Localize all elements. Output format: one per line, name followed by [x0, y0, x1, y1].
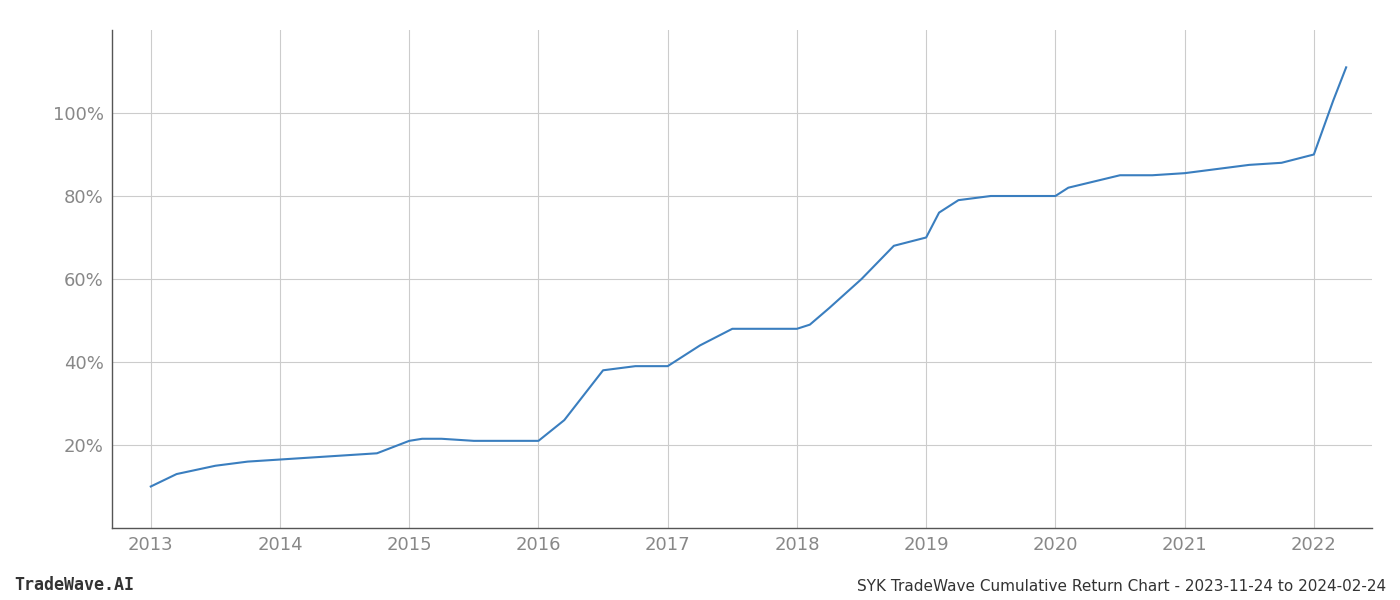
Text: TradeWave.AI: TradeWave.AI [14, 576, 134, 594]
Text: SYK TradeWave Cumulative Return Chart - 2023-11-24 to 2024-02-24: SYK TradeWave Cumulative Return Chart - … [857, 579, 1386, 594]
